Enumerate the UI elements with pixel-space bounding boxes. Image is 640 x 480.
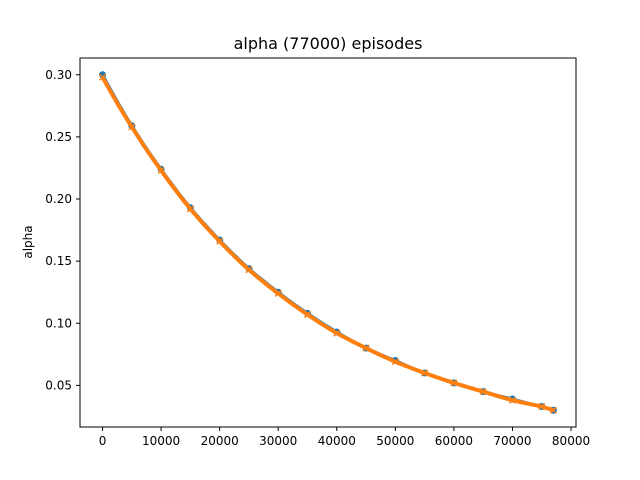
series-1-point: [479, 388, 487, 396]
x-tick-label: 70000: [493, 434, 531, 448]
series-1-point: [216, 237, 224, 245]
series-line-0: [101, 74, 554, 412]
y-tick-label: 0.25: [45, 130, 72, 144]
x-tick-label: 40000: [318, 434, 356, 448]
x-tick-label: 50000: [376, 434, 414, 448]
series-1-point: [128, 123, 136, 131]
y-tick-label: 0.10: [45, 316, 72, 330]
series-1-point: [549, 406, 557, 414]
y-tick-label: 0.05: [45, 378, 72, 392]
series-1-point: [362, 344, 370, 352]
series-1-point: [421, 369, 429, 377]
series-1-point: [538, 402, 546, 411]
chart-title: alpha (77000) episodes: [234, 34, 423, 53]
x-tick-label: 10000: [142, 434, 180, 448]
series-1-point: [303, 311, 312, 319]
series-1-point: [508, 396, 516, 404]
plot-frame: [79, 57, 577, 428]
y-tick-label: 0.30: [45, 68, 72, 82]
series-line-1: [100, 76, 555, 413]
series-1-point: [333, 329, 341, 337]
series-1-point: [274, 289, 282, 297]
x-tick-label: 60000: [435, 434, 473, 448]
y-axis-label: alpha: [21, 225, 35, 258]
series-1-point: [186, 205, 194, 213]
series-1-point: [99, 73, 107, 81]
series-1-point: [157, 166, 165, 174]
y-tick-label: 0.15: [45, 254, 72, 268]
series-1-point: [245, 266, 253, 274]
series-1-point: [450, 379, 458, 387]
x-tick-label: 80000: [552, 434, 590, 448]
x-tick-label: 30000: [259, 434, 297, 448]
series-1-point: [391, 358, 399, 366]
y-tick-label: 0.20: [45, 192, 72, 206]
x-tick-label: 20000: [201, 434, 239, 448]
x-tick-label: 0: [99, 434, 107, 448]
